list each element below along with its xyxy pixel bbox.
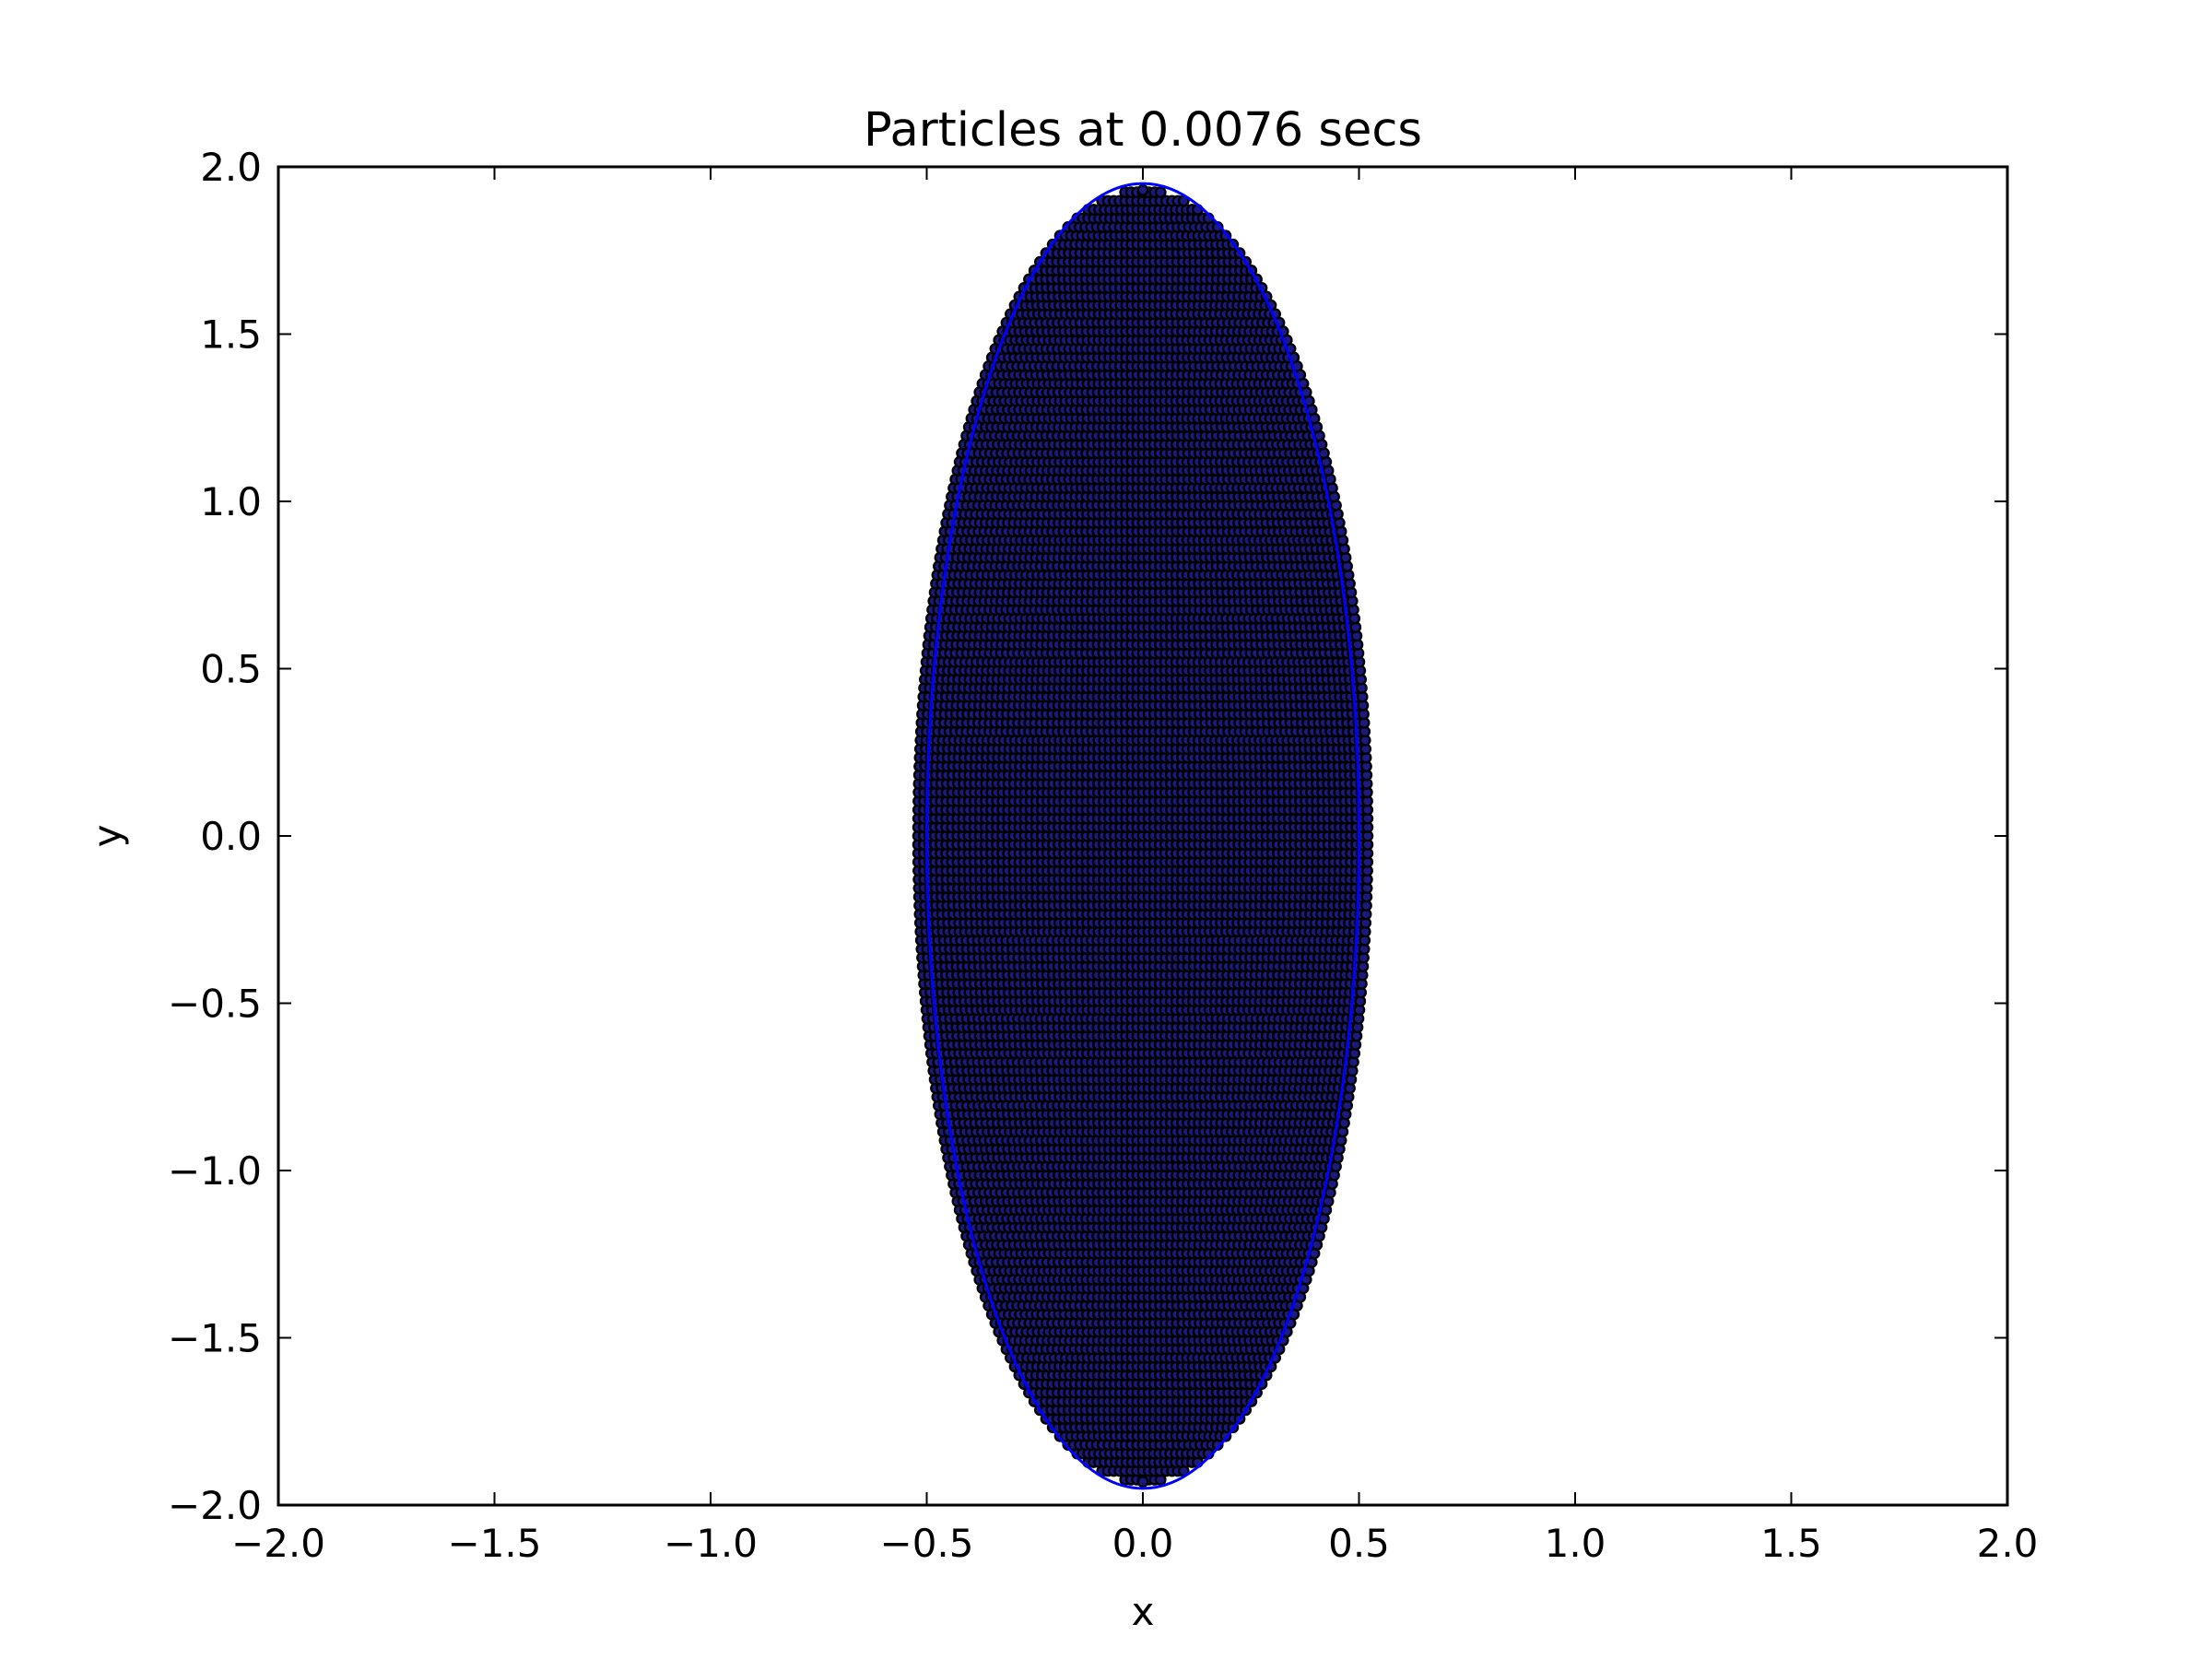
plot-area	[912, 182, 1374, 1490]
chart-title: Particles at 0.0076 secs	[864, 103, 1422, 158]
particles-layer	[912, 184, 1374, 1488]
